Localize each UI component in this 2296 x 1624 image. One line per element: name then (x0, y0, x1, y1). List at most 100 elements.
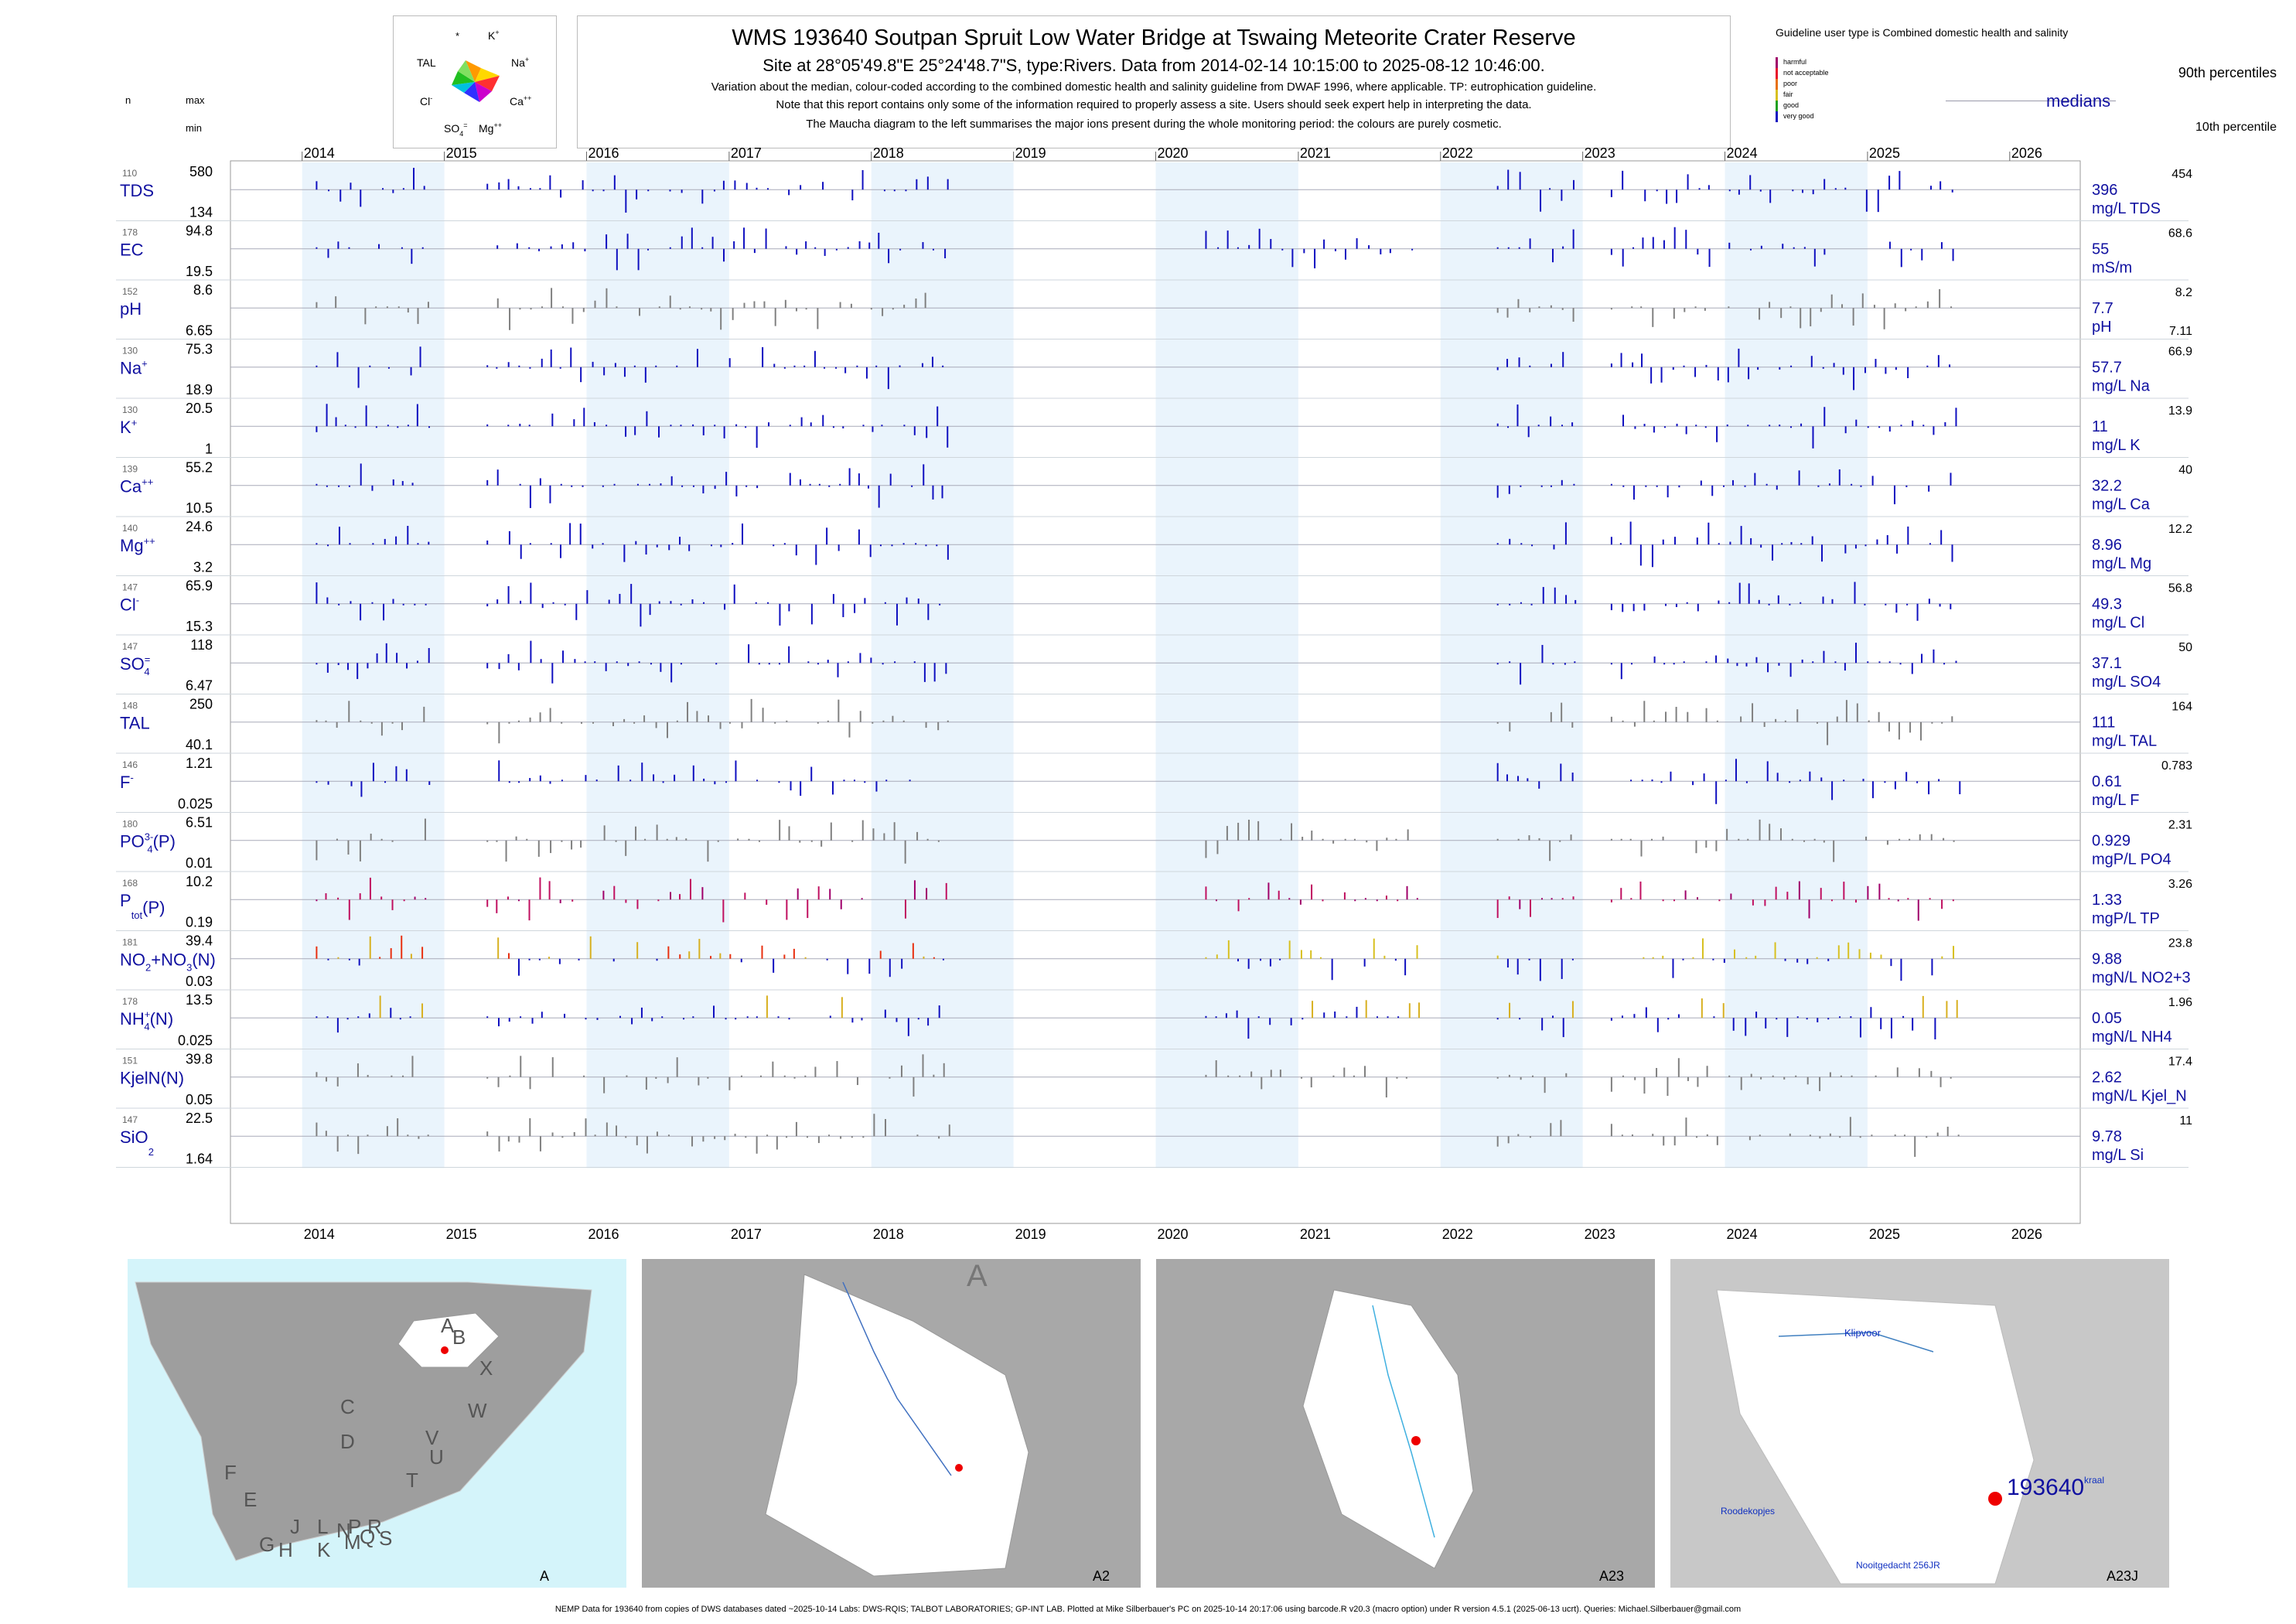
data-bar (397, 426, 399, 428)
data-bar (379, 957, 381, 959)
data-bar (348, 899, 350, 920)
data-bar (357, 663, 359, 680)
data-bar (1821, 544, 1823, 562)
data-bar (1949, 364, 1951, 367)
data-bar (1678, 485, 1680, 488)
data-bar (1302, 837, 1304, 841)
data-bar (1631, 663, 1633, 665)
data-bar (376, 653, 378, 664)
data-bar (725, 1018, 727, 1020)
data-bar (926, 838, 929, 841)
data-bar (1620, 838, 1622, 841)
time-series-chart: 2014201420152015201620162017201720182018… (116, 94, 2192, 1242)
data-bar (1930, 834, 1933, 841)
panel-max: 250 (189, 697, 213, 712)
data-bar (1813, 248, 1816, 267)
data-bar (1748, 367, 1750, 380)
panel-min: 6.47 (186, 678, 213, 694)
data-bar (1278, 890, 1280, 900)
data-bar (380, 838, 383, 841)
data-bar (1353, 1075, 1355, 1077)
data-bar (844, 367, 847, 374)
data-bar (417, 308, 419, 324)
data-bar (778, 663, 780, 665)
data-bar (379, 995, 381, 1018)
data-bar (407, 308, 409, 313)
legend-category-label: poor (1783, 80, 1798, 87)
data-bar (1718, 899, 1721, 902)
panel-unit: mg/L SO4 (2092, 674, 2161, 691)
data-bar (1715, 655, 1718, 664)
panel-median-value: 396 (2092, 182, 2117, 199)
data-bar (1650, 367, 1653, 384)
region-label: D (340, 1430, 355, 1453)
data-bar (564, 603, 566, 606)
data-bar (931, 357, 933, 367)
data-bar (613, 175, 616, 190)
data-bar (646, 1136, 648, 1154)
data-bar (559, 544, 561, 558)
data-bar (722, 899, 725, 923)
data-bar (1383, 955, 1386, 959)
data-bar (369, 936, 371, 959)
data-bar (395, 536, 397, 545)
data-bar (1692, 957, 1694, 959)
data-bar (1828, 483, 1830, 486)
data-bar (937, 840, 940, 842)
data-bar (1314, 248, 1316, 269)
data-bar (753, 248, 756, 254)
data-bar (560, 189, 562, 198)
data-bar (788, 1018, 790, 1020)
data-bar (1790, 541, 1793, 545)
legend-category-label: not acceptable (1783, 69, 1829, 77)
data-bar (623, 367, 626, 377)
data-bar (861, 898, 863, 900)
data-bar (667, 1076, 669, 1083)
year-label-bottom: 2020 (1158, 1227, 1189, 1242)
data-bar (421, 1003, 424, 1018)
region-label: P (348, 1515, 361, 1538)
data-bar (497, 1018, 500, 1027)
data-bar (1705, 840, 1708, 848)
data-bar (1907, 526, 1909, 545)
data-bar (1633, 1014, 1636, 1018)
data-bar (909, 780, 911, 782)
data-bar (549, 175, 551, 190)
data-bar (1552, 1015, 1554, 1018)
panel-median-value: 55 (2092, 241, 2109, 258)
catchment-shape (1716, 1289, 2035, 1585)
data-bar (714, 1136, 716, 1139)
data-bar (1772, 1075, 1774, 1077)
data-bar (643, 715, 646, 722)
data-bar (1783, 1076, 1786, 1080)
data-bar (1651, 544, 1653, 568)
data-bar (756, 485, 759, 489)
data-bar (1570, 834, 1572, 841)
data-bar (1900, 958, 1902, 981)
data-bar (615, 840, 617, 842)
data-bar (1205, 1015, 1207, 1018)
data-bar (1683, 661, 1685, 664)
data-bar (902, 720, 905, 722)
data-bar (1900, 425, 1902, 427)
data-bar (1941, 899, 1943, 909)
data-bar (571, 840, 573, 850)
data-bar (617, 765, 619, 782)
data-bar (1644, 189, 1646, 202)
data-bar (602, 890, 605, 900)
data-bar (1364, 1066, 1366, 1077)
data-bar (1810, 308, 1812, 326)
data-bar (550, 543, 552, 545)
data-bar (859, 711, 861, 722)
data-bar (1538, 306, 1540, 309)
data-bar (539, 775, 541, 782)
data-bar (1622, 415, 1625, 427)
data-bar (425, 603, 427, 606)
data-bar (548, 881, 551, 900)
data-bar (551, 663, 554, 684)
data-bar (923, 663, 926, 682)
data-bar (800, 185, 802, 190)
data-bar (1629, 838, 1632, 841)
data-bar (1331, 958, 1333, 981)
data-bar (1634, 426, 1636, 429)
